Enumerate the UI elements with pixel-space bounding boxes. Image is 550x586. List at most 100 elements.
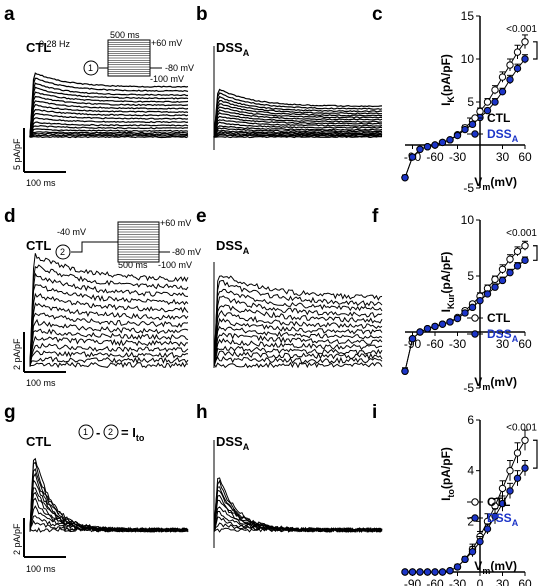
y-axis-label: IK(pA/pF) bbox=[439, 54, 456, 106]
current-trace bbox=[213, 309, 383, 368]
ctl-point bbox=[498, 484, 507, 493]
dss-point bbox=[446, 318, 454, 326]
current-traces-g bbox=[29, 457, 189, 534]
dss-point bbox=[401, 568, 409, 576]
x-tick-label: 60 bbox=[518, 337, 532, 351]
subtraction-circle-2 bbox=[103, 424, 119, 440]
current-trace bbox=[213, 103, 382, 137]
current-trace bbox=[213, 486, 383, 533]
x-tick-label: 60 bbox=[518, 150, 532, 164]
dss-point bbox=[521, 55, 529, 63]
legend-ctl-label: CTL bbox=[487, 111, 510, 125]
current-trace bbox=[29, 328, 189, 367]
panel-letter-c: c bbox=[372, 4, 383, 25]
current-trace bbox=[29, 461, 189, 533]
significance-bracket bbox=[533, 439, 538, 469]
current-trace bbox=[213, 134, 383, 138]
x-tick-label: 30 bbox=[496, 577, 510, 586]
y-tick-label: 5 bbox=[467, 95, 474, 109]
y-tick-label: 2 bbox=[467, 514, 474, 528]
current-trace bbox=[29, 292, 189, 366]
dss-point bbox=[513, 474, 522, 482]
x-tick-label: 0 bbox=[477, 577, 484, 586]
scale-bar-g bbox=[23, 518, 66, 558]
current-trace bbox=[29, 457, 189, 533]
current-trace bbox=[29, 361, 189, 369]
current-trace bbox=[29, 134, 189, 138]
ctl-label-g: CTL bbox=[26, 434, 51, 449]
dss-point bbox=[483, 290, 492, 298]
dss-point bbox=[506, 75, 514, 84]
dss-point bbox=[476, 537, 484, 546]
dss-point bbox=[461, 125, 469, 134]
significance-bracket bbox=[533, 41, 538, 60]
current-traces-e bbox=[213, 262, 383, 369]
x-tick-label: 60 bbox=[518, 577, 532, 586]
protocol2-bottom-voltage: -100 mV bbox=[158, 260, 192, 270]
current-trace bbox=[29, 117, 189, 137]
iv-chart-i: -90 -60 -30 0 30 60 2 4 6 Ito(pA/pF) Vm(mV) <0.001 C… bbox=[401, 413, 538, 586]
dss-point bbox=[446, 136, 454, 144]
protocol2-top-voltage: +60 mV bbox=[160, 218, 191, 228]
p-value-annotation: <0.001 bbox=[506, 24, 537, 35]
current-trace bbox=[213, 317, 383, 365]
protocol-bottom-voltage: -100 mV bbox=[150, 74, 184, 84]
y-tick-label: 15 bbox=[461, 9, 475, 23]
x-tick-label: -90 bbox=[404, 577, 422, 586]
current-trace bbox=[213, 275, 383, 366]
y-tick-label: 4 bbox=[467, 464, 474, 478]
legend-ctl-marker bbox=[471, 314, 479, 322]
current-trace bbox=[213, 489, 383, 533]
x-tick-label: -90 bbox=[404, 337, 422, 351]
current-trace bbox=[29, 108, 189, 138]
current-trace bbox=[213, 88, 383, 138]
ctl-label-a: CTL bbox=[26, 40, 51, 55]
current-trace bbox=[213, 100, 382, 137]
dss-point bbox=[431, 568, 439, 576]
current-trace bbox=[29, 95, 189, 137]
x-tick-label: 30 bbox=[496, 337, 510, 351]
panel-letter-a: a bbox=[4, 4, 15, 25]
current-trace bbox=[29, 342, 189, 364]
subtraction-minus: - bbox=[96, 425, 100, 440]
y-tick-label: 5 bbox=[467, 269, 474, 283]
protocol-number: 1 bbox=[88, 63, 93, 73]
ctl-point bbox=[521, 38, 529, 46]
protocol2-hold-voltage: -80 mV bbox=[172, 247, 201, 257]
current-trace bbox=[29, 318, 189, 364]
scale-bar-d bbox=[23, 332, 66, 373]
panel-letter-i: i bbox=[372, 402, 377, 423]
protocol2-pre-voltage: -40 mV bbox=[57, 227, 86, 237]
y-axis-label: IKur(pA/pF) bbox=[439, 252, 456, 313]
p-value-annotation: <0.001 bbox=[506, 422, 537, 433]
dss-point bbox=[408, 153, 417, 161]
iv-chart-f: -90 -60 -30 30 60 -5 5 10 IKur(pA/pF) Vm(mV) <0.00… bbox=[401, 213, 538, 395]
dss-point bbox=[416, 145, 424, 154]
dss-point bbox=[476, 296, 484, 305]
legend-ctl-marker bbox=[471, 498, 479, 506]
x-tick-label: -60 bbox=[426, 337, 444, 351]
current-trace bbox=[29, 491, 189, 533]
current-trace bbox=[213, 350, 383, 364]
legend-dss-label: DSSA bbox=[487, 511, 519, 528]
ctl-point bbox=[506, 466, 514, 475]
dss-point bbox=[513, 64, 522, 73]
x-tick-label: -60 bbox=[426, 150, 444, 164]
legend-ctl-marker bbox=[471, 114, 479, 122]
current-trace bbox=[213, 295, 383, 364]
scale-y-label-g: 2 pA/pF bbox=[12, 523, 22, 555]
current-trace bbox=[29, 253, 189, 367]
panel-letter-b: b bbox=[196, 4, 208, 25]
dss-point bbox=[423, 568, 432, 576]
y-axis-label: Ito(pA/pF) bbox=[439, 447, 456, 501]
dss-point bbox=[491, 98, 499, 106]
current-trace bbox=[29, 132, 189, 138]
dss-label-b: DSSA bbox=[216, 40, 250, 58]
dss-point bbox=[521, 256, 529, 265]
dss-point bbox=[438, 568, 447, 576]
current-trace bbox=[214, 135, 382, 139]
scale-bar-a bbox=[23, 128, 66, 173]
ctl-point bbox=[513, 449, 522, 457]
current-trace bbox=[213, 279, 383, 364]
ctl-point bbox=[476, 107, 484, 116]
